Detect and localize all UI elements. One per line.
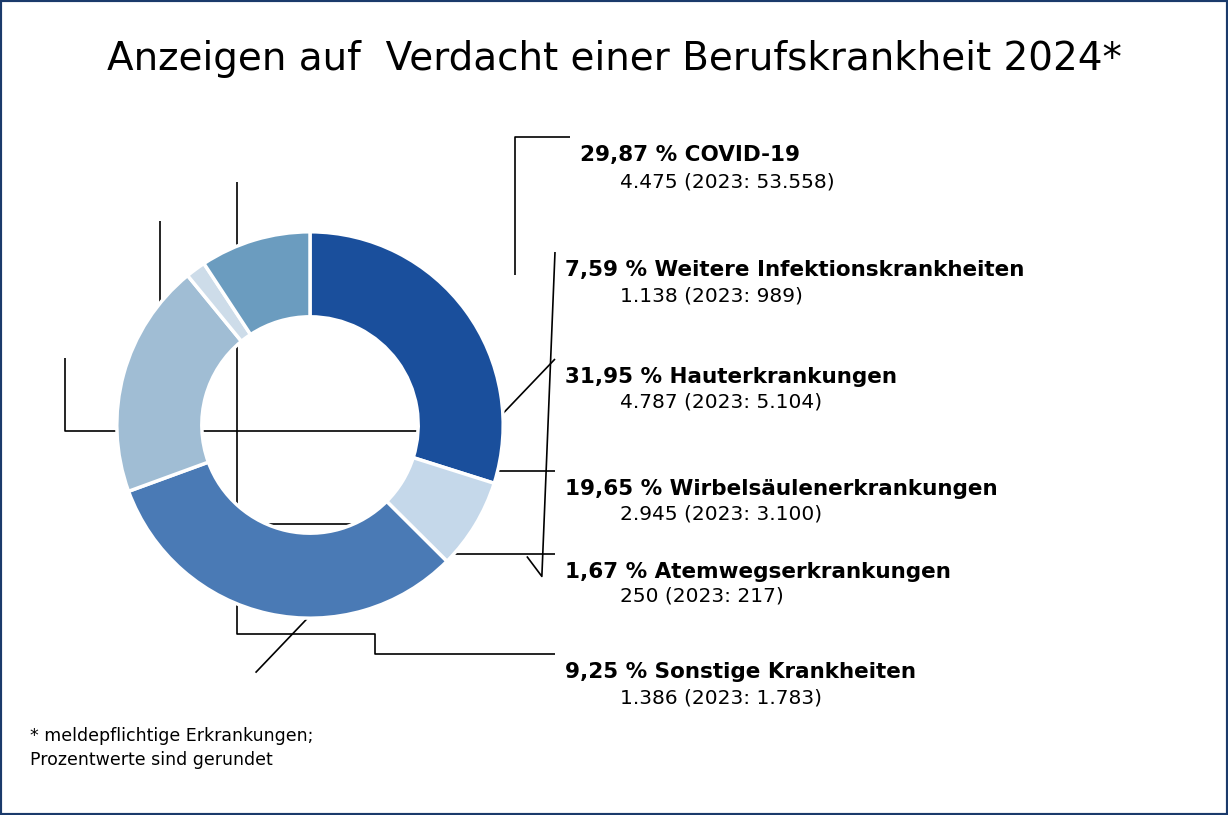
Wedge shape bbox=[129, 462, 447, 619]
Wedge shape bbox=[117, 275, 242, 491]
Text: 31,95 % Hauterkrankungen: 31,95 % Hauterkrankungen bbox=[565, 367, 896, 387]
Text: 250 (2023: 217): 250 (2023: 217) bbox=[620, 587, 783, 606]
Text: * meldepflichtige Erkrankungen;
Prozentwerte sind gerundet: * meldepflichtige Erkrankungen; Prozentw… bbox=[29, 727, 313, 769]
Text: 1,67 % Atemwegserkrankungen: 1,67 % Atemwegserkrankungen bbox=[565, 562, 950, 582]
Wedge shape bbox=[309, 231, 503, 483]
Wedge shape bbox=[387, 458, 494, 562]
Text: 29,87 % COVID-19: 29,87 % COVID-19 bbox=[580, 145, 799, 165]
Text: 19,65 % Wirbelsäulenerkrankungen: 19,65 % Wirbelsäulenerkrankungen bbox=[565, 479, 997, 499]
Text: Anzeigen auf  Verdacht einer Berufskrankheit 2024*: Anzeigen auf Verdacht einer Berufskrankh… bbox=[107, 40, 1121, 78]
Text: 9,25 % Sonstige Krankheiten: 9,25 % Sonstige Krankheiten bbox=[565, 662, 916, 682]
Wedge shape bbox=[204, 231, 309, 335]
Wedge shape bbox=[188, 263, 251, 341]
Text: 4.475 (2023: 53.558): 4.475 (2023: 53.558) bbox=[620, 172, 835, 191]
Text: 4.787 (2023: 5.104): 4.787 (2023: 5.104) bbox=[620, 393, 822, 412]
Text: 1.138 (2023: 989): 1.138 (2023: 989) bbox=[620, 286, 803, 305]
Text: 2.945 (2023: 3.100): 2.945 (2023: 3.100) bbox=[620, 505, 822, 524]
Text: 7,59 % Weitere Infektionskrankheiten: 7,59 % Weitere Infektionskrankheiten bbox=[565, 260, 1024, 280]
Text: 1.386 (2023: 1.783): 1.386 (2023: 1.783) bbox=[620, 688, 822, 707]
